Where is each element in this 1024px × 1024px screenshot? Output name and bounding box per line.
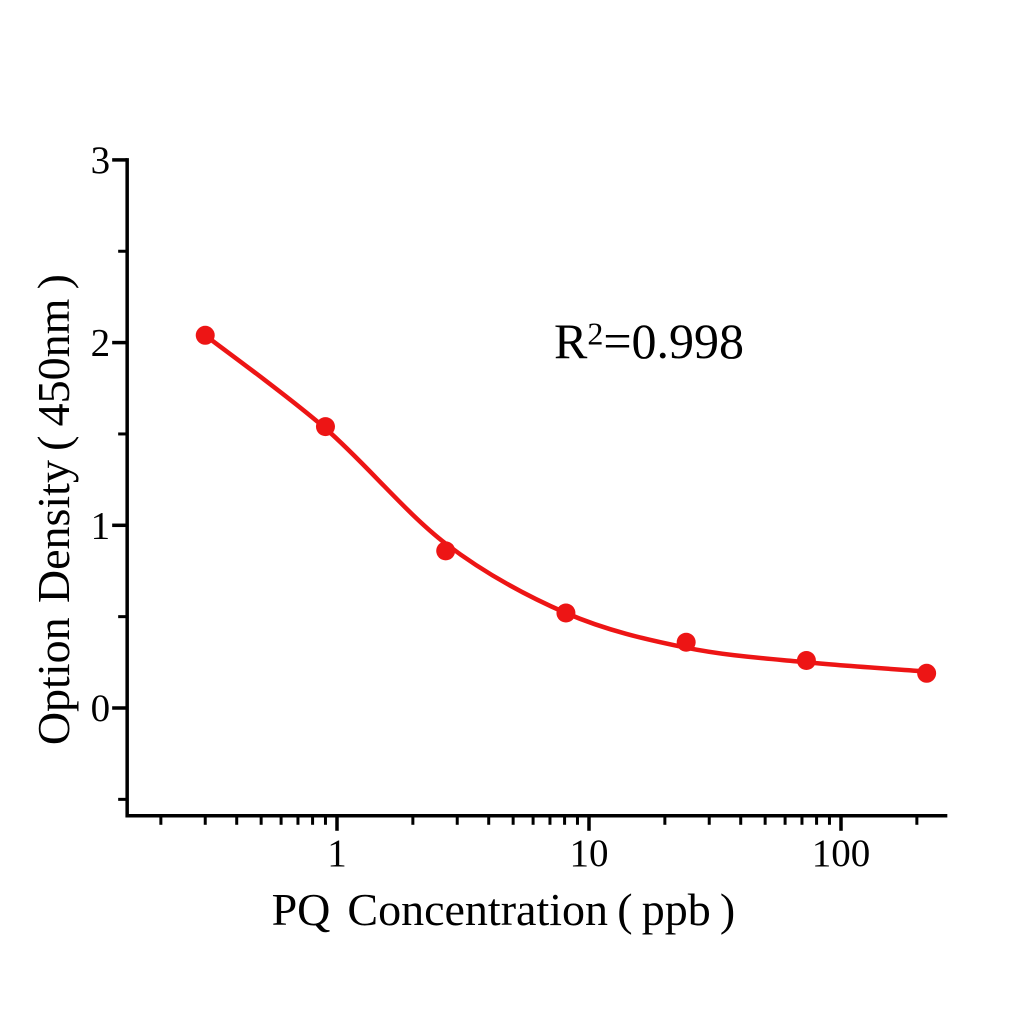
x-axis-title: PQ Concentration(ppb) (271, 884, 736, 935)
x-tick-label: 10 (570, 832, 609, 875)
r-squared-base: R (554, 313, 588, 369)
y-tick-label: 0 (91, 687, 111, 730)
r-squared-annotation: R2=0.998 (554, 316, 744, 366)
y-tick-label: 1 (91, 504, 111, 547)
data-point (195, 325, 215, 345)
data-point (556, 603, 576, 623)
y-tick-label: 2 (91, 322, 111, 365)
x-tick-label: 1 (327, 832, 347, 875)
y-axis-title: Option Density(450nm) (28, 274, 79, 746)
y-tick-label: 3 (91, 139, 111, 182)
data-point (917, 663, 937, 683)
x-tick-label: 100 (812, 832, 871, 875)
r-squared-exponent: 2 (587, 315, 604, 352)
data-point (796, 650, 816, 670)
data-point (315, 417, 335, 437)
plot-axes (125, 158, 948, 818)
data-point (436, 541, 456, 561)
data-point (676, 632, 696, 652)
r-squared-value: =0.998 (603, 313, 745, 369)
